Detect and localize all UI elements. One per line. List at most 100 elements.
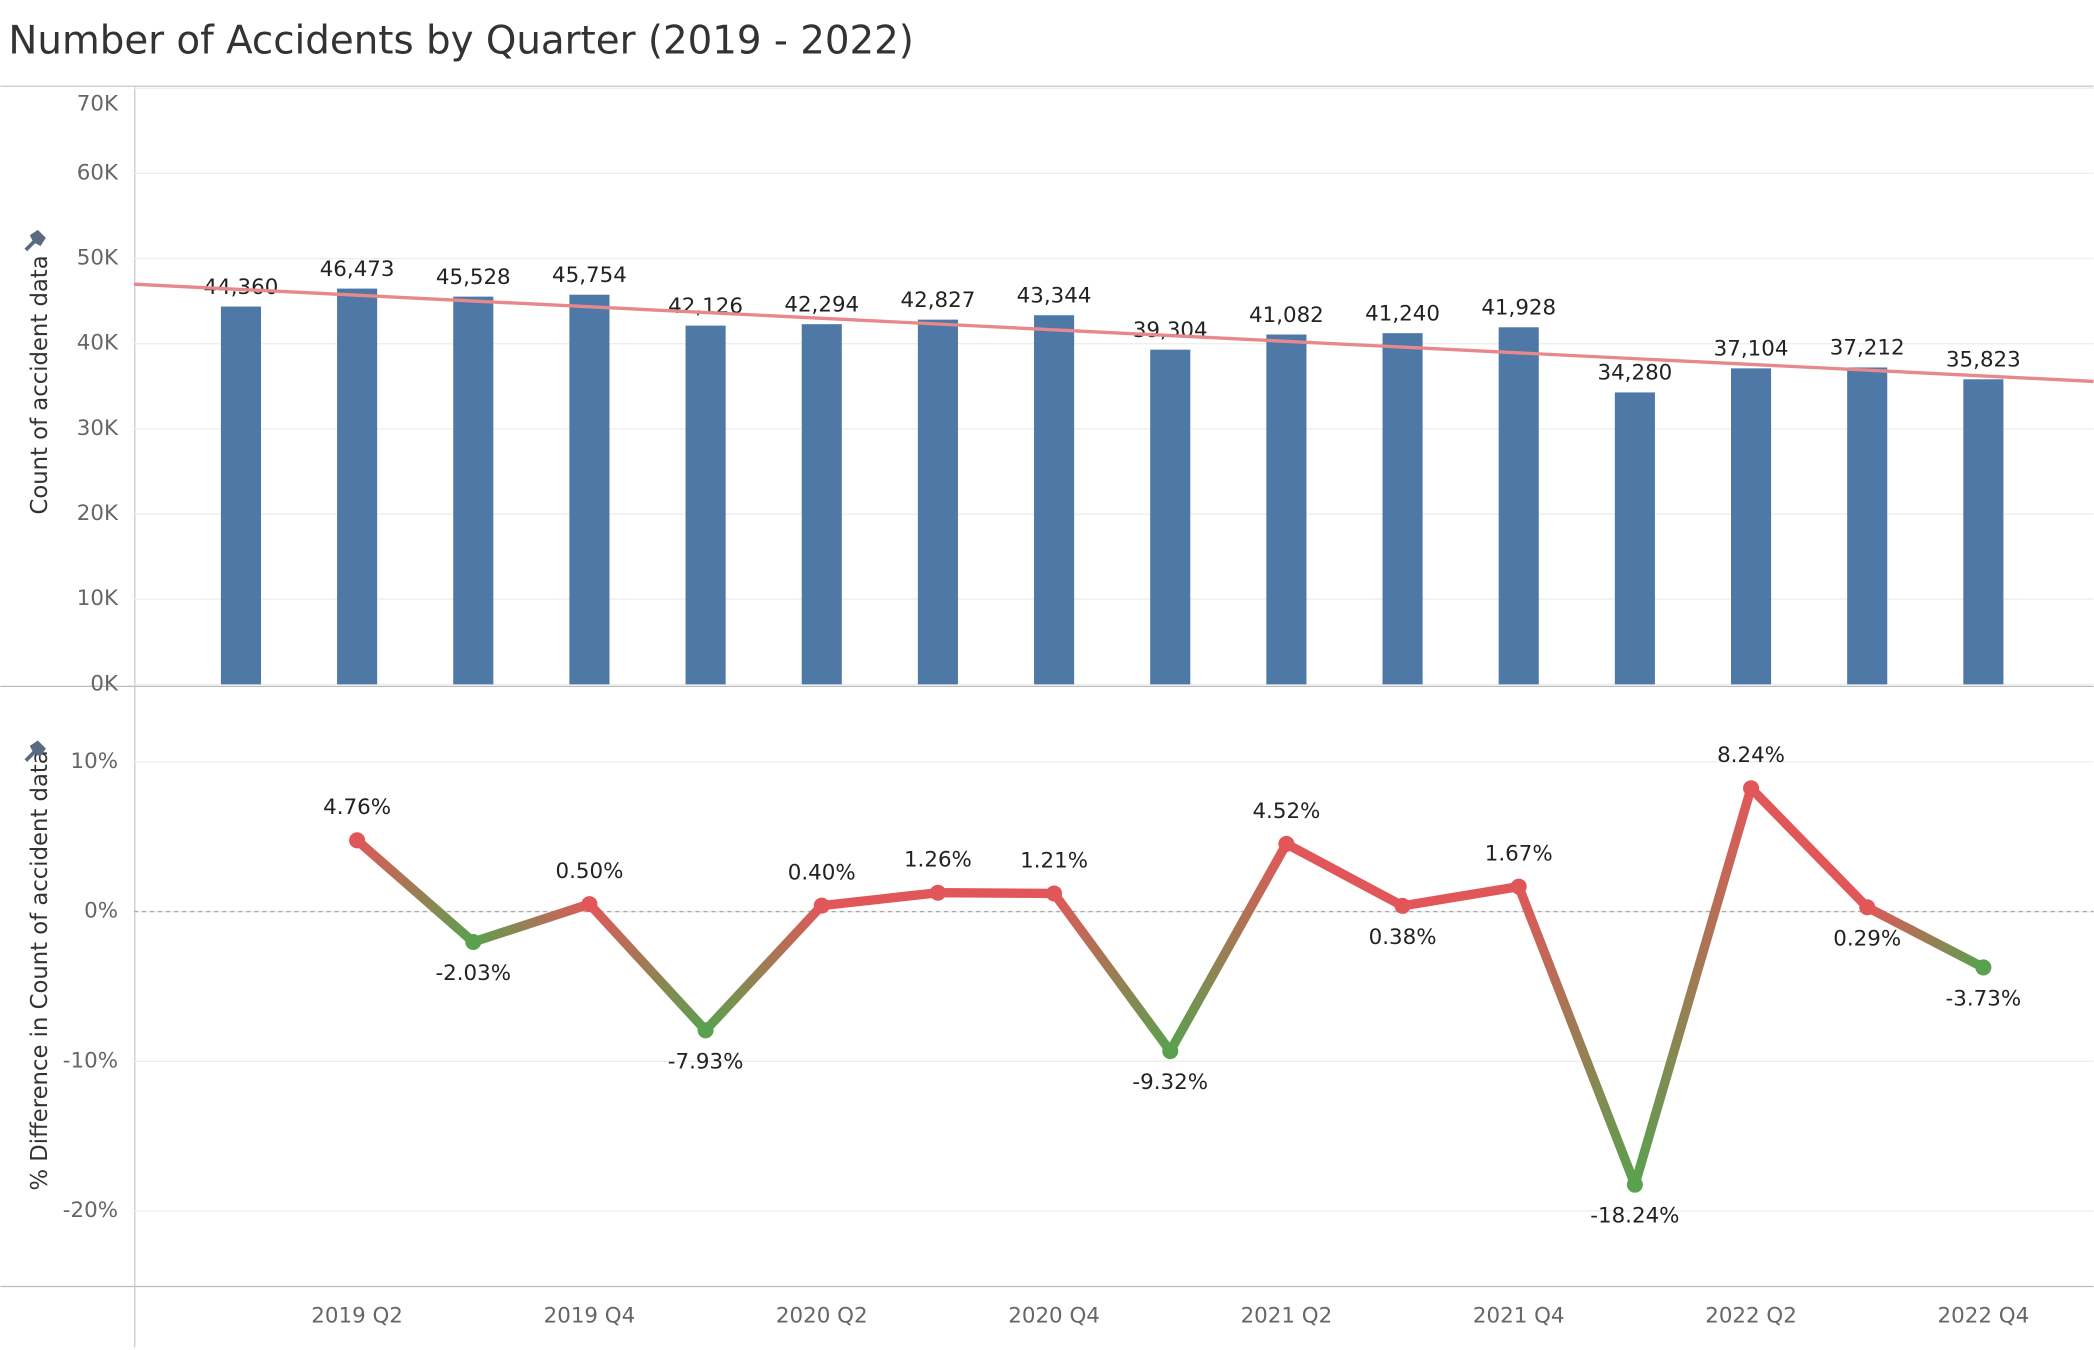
data-label: 0.38% — [1369, 925, 1437, 950]
line-segment — [1281, 839, 1408, 911]
data-label: 42,827 — [901, 288, 976, 313]
line-point — [1394, 897, 1411, 914]
data-label: 0.50% — [555, 859, 623, 884]
line-point — [1162, 1043, 1179, 1060]
data-label: 43,344 — [1017, 284, 1092, 309]
y-tick-label: 70K — [77, 91, 119, 116]
line-point — [1278, 835, 1295, 852]
data-label: 34,280 — [1597, 361, 1672, 386]
bar — [1266, 334, 1307, 685]
data-label: 45,754 — [552, 263, 627, 288]
data-label: 0.29% — [1833, 926, 1901, 951]
bar — [801, 324, 842, 685]
x-tick-label: 2020 Q2 — [776, 1304, 868, 1329]
line-point — [581, 896, 598, 913]
y-tick-label: 10% — [71, 749, 119, 774]
y-tick-label: 20K — [77, 501, 119, 526]
chart-title: Number of Accidents by Quarter (2019 - 2… — [8, 18, 913, 63]
line-point — [349, 832, 366, 849]
bar — [1731, 368, 1772, 685]
bar — [1034, 315, 1075, 685]
x-tick-label: 2019 Q4 — [544, 1304, 636, 1329]
y-tick-label: 50K — [77, 246, 119, 271]
data-label: -7.93% — [668, 1049, 744, 1074]
data-label: -3.73% — [1946, 987, 2022, 1012]
line-point — [1626, 1176, 1643, 1193]
line-segment — [933, 888, 1059, 899]
line-segment — [1514, 881, 1640, 1190]
bar — [569, 294, 610, 685]
x-tick-label: 2021 Q4 — [1473, 1304, 1565, 1329]
line-segment — [584, 899, 711, 1035]
y-tick-label: -20% — [63, 1198, 118, 1223]
data-label: 0.40% — [788, 861, 856, 886]
data-label: 39,304 — [1133, 318, 1208, 343]
line-point — [697, 1022, 714, 1039]
bar — [917, 319, 958, 685]
data-label: 8.24% — [1717, 743, 1785, 768]
line-segment — [1746, 783, 1872, 912]
y-tick-label: 60K — [77, 160, 119, 185]
bar — [1963, 379, 2004, 685]
pin-icon[interactable] — [24, 740, 46, 762]
line-segment — [1049, 888, 1175, 1056]
data-label: 4.76% — [323, 795, 391, 820]
line-segment — [1630, 783, 1756, 1190]
line-segment — [1397, 881, 1524, 911]
data-label: 4.52% — [1252, 799, 1320, 824]
line-point — [1510, 878, 1527, 895]
data-label: 37,212 — [1830, 336, 1905, 361]
bar — [1847, 367, 1888, 685]
data-label: 1.21% — [1020, 848, 1088, 873]
bar — [337, 288, 378, 685]
y-tick-label: 10K — [77, 586, 119, 611]
data-label: 1.67% — [1485, 842, 1553, 867]
data-label: -18.24% — [1590, 1204, 1679, 1229]
bar — [1150, 349, 1191, 685]
x-tick-label: 2020 Q4 — [1008, 1304, 1100, 1329]
data-label: 46,473 — [320, 257, 395, 282]
y-axis-title: % Difference in Count of accident data — [27, 750, 53, 1190]
data-label: 42,294 — [784, 292, 859, 317]
bar — [453, 296, 494, 685]
line-segment — [1165, 839, 1292, 1056]
data-label: 37,104 — [1714, 337, 1789, 362]
data-label: -2.03% — [435, 961, 511, 986]
data-label: 45,528 — [436, 265, 511, 290]
y-tick-label: 0% — [84, 899, 118, 924]
bar — [220, 306, 261, 685]
y-tick-label: 0K — [90, 671, 119, 696]
trend-line — [133, 282, 2094, 384]
bar — [1382, 333, 1423, 685]
data-label: 41,928 — [1481, 296, 1556, 321]
x-tick-label: 2019 Q2 — [311, 1304, 403, 1329]
bar — [1498, 327, 1539, 685]
x-tick-label: 2022 Q4 — [1938, 1304, 2030, 1329]
bar — [1614, 392, 1655, 685]
line-point — [1743, 780, 1760, 797]
pin-icon[interactable] — [24, 229, 46, 252]
data-label: 41,082 — [1249, 303, 1324, 328]
line-point — [1859, 899, 1876, 916]
line-segment — [700, 900, 827, 1035]
y-tick-label: -10% — [63, 1048, 118, 1073]
x-tick-label: 2021 Q2 — [1241, 1304, 1333, 1329]
data-label: -9.32% — [1132, 1070, 1208, 1095]
bar — [685, 325, 726, 685]
line-segment — [817, 888, 943, 911]
line-segment — [468, 899, 595, 947]
y-tick-label: 30K — [77, 416, 119, 441]
line-point — [1046, 885, 1063, 902]
y-axis-title: Count of accident data — [27, 255, 53, 514]
line-point — [929, 884, 946, 901]
line-point — [1975, 959, 1992, 976]
line-segment — [1862, 902, 1989, 973]
data-label: 1.26% — [904, 848, 972, 873]
line-segment — [352, 835, 478, 947]
y-tick-label: 40K — [77, 331, 119, 356]
line-point — [813, 897, 830, 914]
line-point — [465, 933, 482, 950]
data-label: 41,240 — [1365, 301, 1440, 326]
